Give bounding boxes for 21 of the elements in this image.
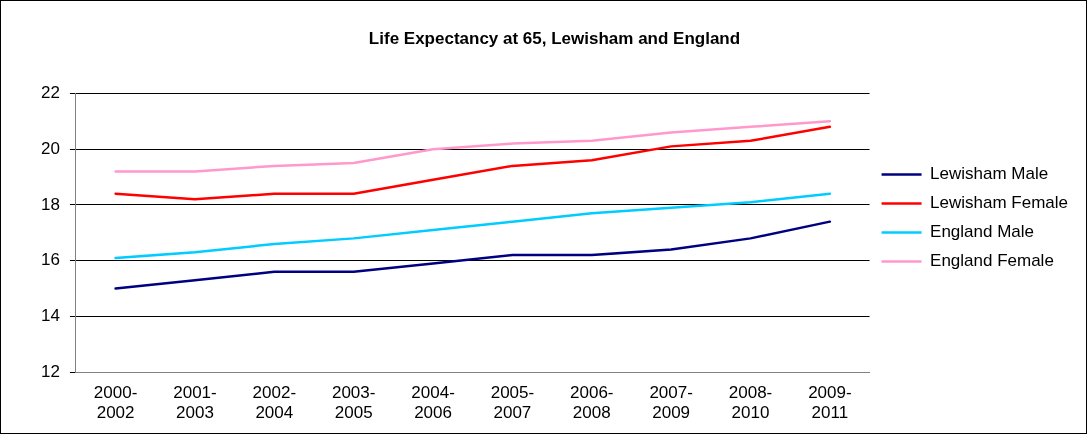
y-tick-label: 14 xyxy=(40,306,60,326)
x-tick-label: 2007-2009 xyxy=(649,383,693,423)
legend-label: Lewisham Female xyxy=(930,193,1069,213)
x-tick-label: 2000-2002 xyxy=(93,383,138,423)
x-tick-label: 2003-2005 xyxy=(331,383,376,423)
x-tick-label: 2001-2003 xyxy=(173,383,217,423)
x-tick-label: 2002-2004 xyxy=(252,383,297,423)
y-tick-label: 22 xyxy=(40,83,60,103)
y-tick-label: 16 xyxy=(40,250,60,270)
y-tick-label: 20 xyxy=(40,138,60,158)
y-tick-label: 18 xyxy=(40,194,60,214)
legend-label: England Male xyxy=(930,222,1035,242)
x-tick-label: 2009-2011 xyxy=(808,383,852,423)
x-tick-label: 2004-2006 xyxy=(411,383,455,423)
y-tick-label: 12 xyxy=(40,361,60,381)
x-tick-label: 2008-2010 xyxy=(728,383,773,423)
x-tick-label: 2006-2008 xyxy=(570,383,614,423)
chart-title: Life Expectancy at 65, Lewisham and England xyxy=(368,28,741,48)
legend-label: England Female xyxy=(930,251,1054,271)
legend-label: Lewisham Male xyxy=(930,164,1049,184)
x-tick-label: 2005-2007 xyxy=(490,383,535,423)
